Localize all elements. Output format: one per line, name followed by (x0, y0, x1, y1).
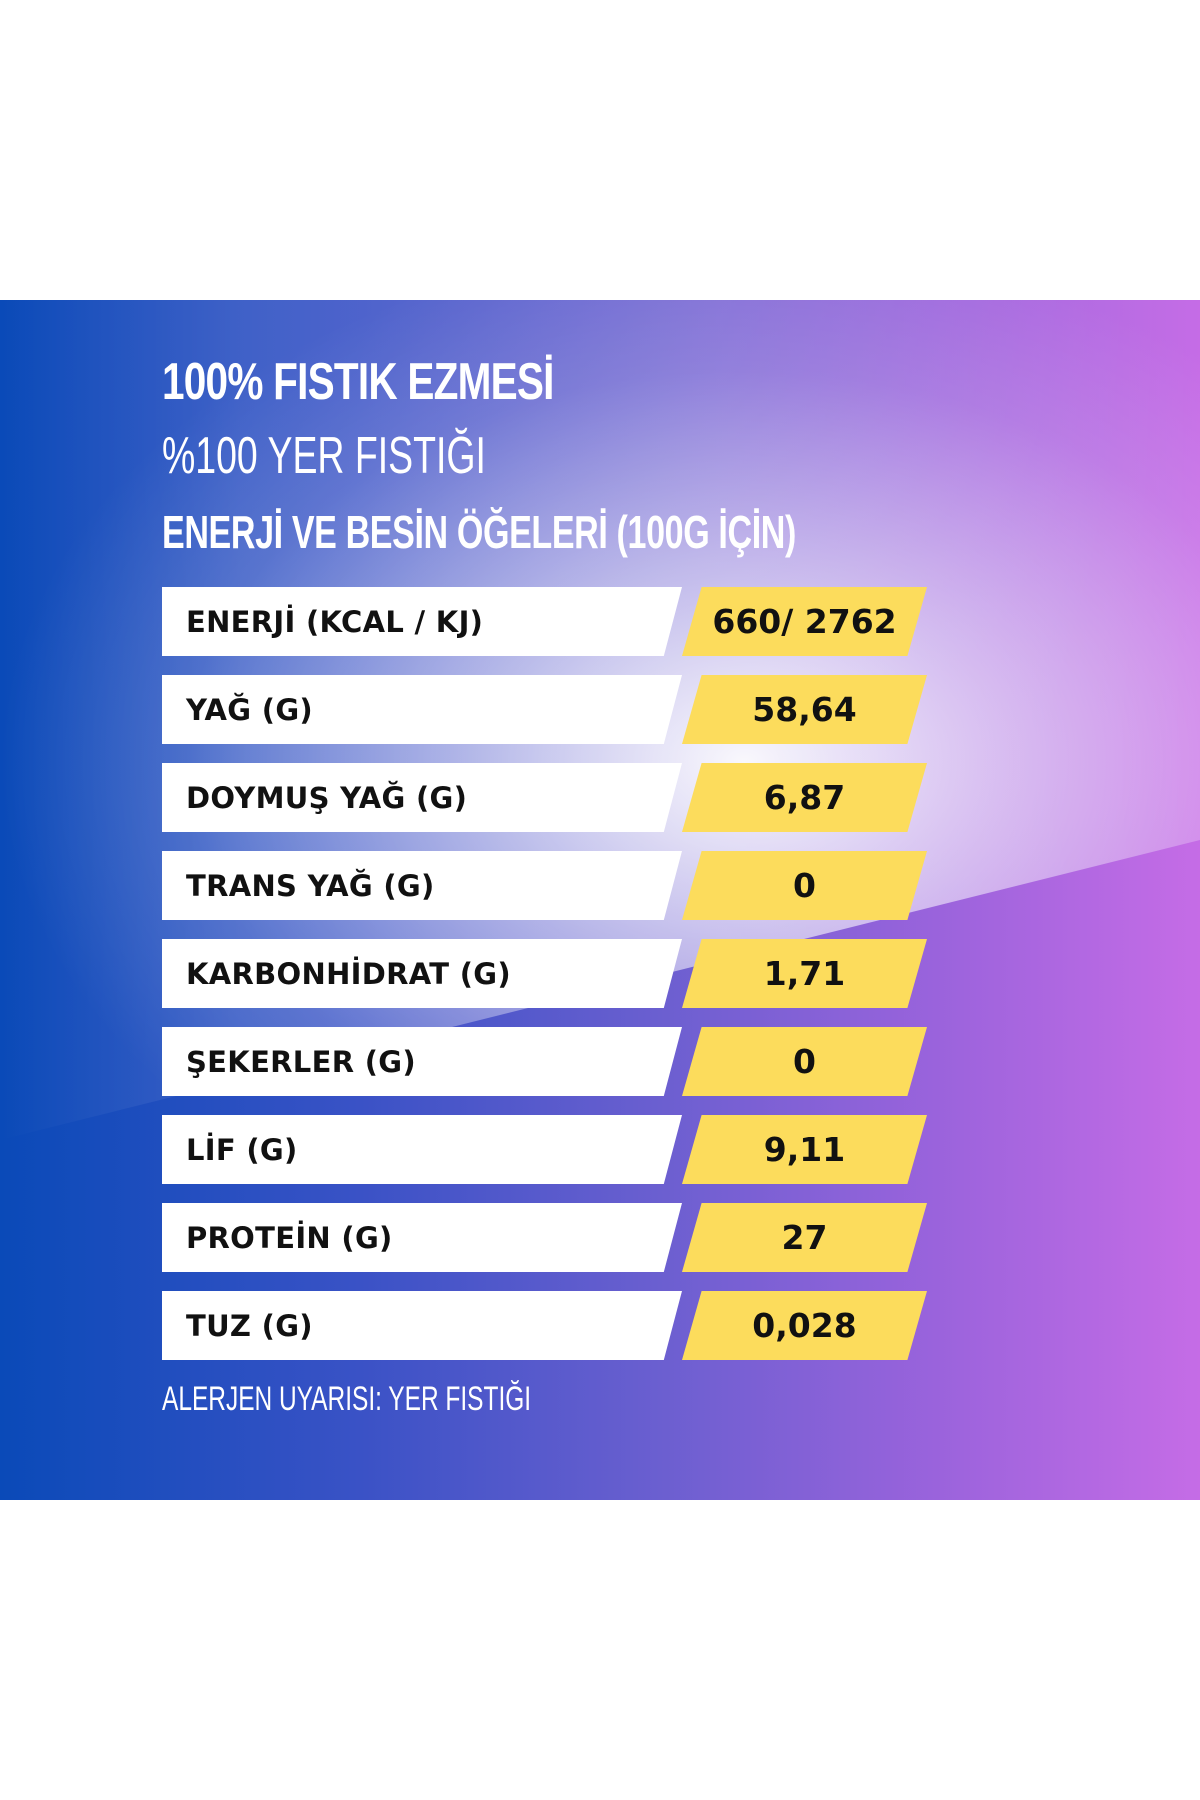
nutrient-value-box: 0,028 (682, 1291, 927, 1360)
nutrition-row-protein: PROTEİN (G) 27 (162, 1203, 1062, 1272)
nutrition-row-fiber: LİF (G) 9,11 (162, 1115, 1062, 1184)
nutrient-value: 58,64 (752, 690, 857, 729)
nutrient-value-box: 9,11 (682, 1115, 927, 1184)
nutrition-row-carbohydrate: KARBONHİDRAT (G) 1,71 (162, 939, 1062, 1008)
nutrient-label: TRANS YAĞ (G) (186, 868, 435, 903)
allergen-warning: ALERJEN UYARISI: YER FISTIĞI (162, 1380, 532, 1418)
panel-content: 100% FISTIK EZMESİ %100 YER FISTIĞI ENER… (162, 300, 1062, 1500)
nutrient-label: KARBONHİDRAT (G) (186, 956, 511, 991)
nutrient-value: 0,028 (752, 1306, 857, 1345)
nutrient-value: 0 (793, 866, 816, 905)
nutrient-value: 27 (781, 1218, 828, 1257)
nutrient-value: 1,71 (763, 954, 846, 993)
nutrient-label-box: KARBONHİDRAT (G) (162, 939, 682, 1008)
nutrition-panel: 100% FISTIK EZMESİ %100 YER FISTIĞI ENER… (0, 300, 1200, 1500)
nutrient-value: 9,11 (763, 1130, 846, 1169)
nutrient-label-box: TRANS YAĞ (G) (162, 851, 682, 920)
nutrition-table: ENERJİ (KCAL / KJ) 660/ 2762 YAĞ (G) 58,… (162, 587, 1062, 1379)
nutrition-heading: ENERJİ VE BESİN ÖĞELERİ (100G İÇİN) (162, 506, 796, 558)
nutrition-row-sugars: ŞEKERLER (G) 0 (162, 1027, 1062, 1096)
nutrient-value: 6,87 (763, 778, 846, 817)
nutrient-label: LİF (G) (186, 1132, 298, 1167)
nutrition-row-trans-fat: TRANS YAĞ (G) 0 (162, 851, 1062, 920)
product-subtitle: %100 YER FISTIĞI (162, 427, 486, 485)
nutrient-value-box: 27 (682, 1203, 927, 1272)
nutrient-label-box: ENERJİ (KCAL / KJ) (162, 587, 682, 656)
nutrient-value-box: 0 (682, 1027, 927, 1096)
nutrient-label-box: YAĞ (G) (162, 675, 682, 744)
nutrient-label: PROTEİN (G) (186, 1220, 393, 1255)
nutrition-row-saturated-fat: DOYMUŞ YAĞ (G) 6,87 (162, 763, 1062, 832)
nutrient-value: 660/ 2762 (712, 602, 897, 641)
nutrient-label: TUZ (G) (186, 1308, 313, 1343)
nutrient-label: YAĞ (G) (186, 692, 313, 727)
nutrient-value-box: 660/ 2762 (682, 587, 927, 656)
nutrient-value-box: 58,64 (682, 675, 927, 744)
product-title: 100% FISTIK EZMESİ (162, 353, 554, 411)
nutrient-label: ENERJİ (KCAL / KJ) (186, 604, 484, 639)
nutrient-label: ŞEKERLER (G) (186, 1044, 416, 1079)
nutrient-label-box: DOYMUŞ YAĞ (G) (162, 763, 682, 832)
nutrient-value-box: 0 (682, 851, 927, 920)
nutrient-label-box: ŞEKERLER (G) (162, 1027, 682, 1096)
nutrient-label-box: LİF (G) (162, 1115, 682, 1184)
nutrient-label-box: PROTEİN (G) (162, 1203, 682, 1272)
nutrient-value-box: 6,87 (682, 763, 927, 832)
nutrient-value: 0 (793, 1042, 816, 1081)
nutrition-row-fat: YAĞ (G) 58,64 (162, 675, 1062, 744)
nutrition-row-energy: ENERJİ (KCAL / KJ) 660/ 2762 (162, 587, 1062, 656)
nutrition-row-salt: TUZ (G) 0,028 (162, 1291, 1062, 1360)
nutrient-value-box: 1,71 (682, 939, 927, 1008)
nutrient-label: DOYMUŞ YAĞ (G) (186, 780, 468, 815)
nutrient-label-box: TUZ (G) (162, 1291, 682, 1360)
